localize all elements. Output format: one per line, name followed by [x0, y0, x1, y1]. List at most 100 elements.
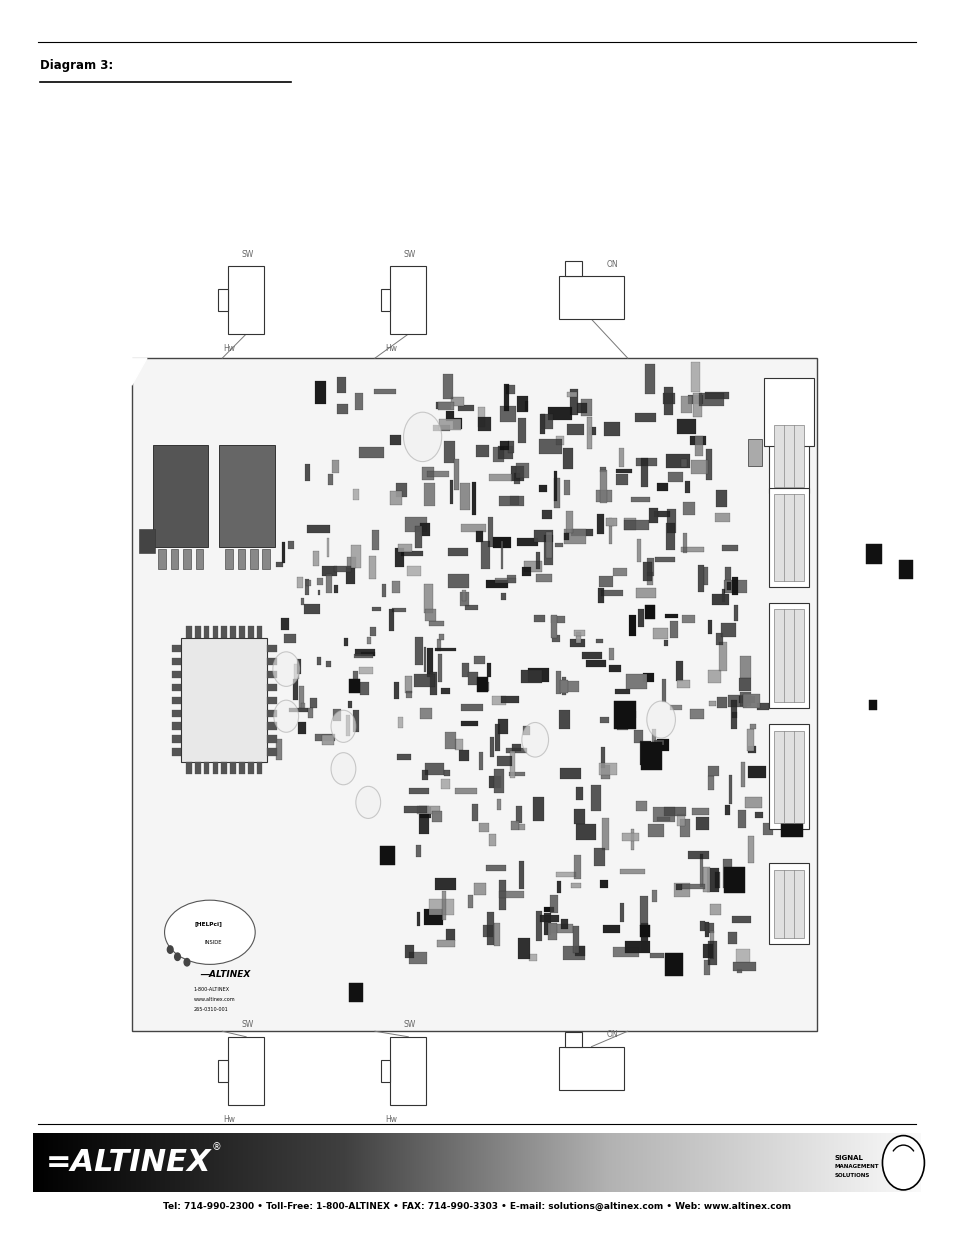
Bar — [314, 382, 326, 404]
Bar — [390, 267, 426, 335]
Bar — [403, 806, 426, 813]
Bar — [623, 520, 648, 530]
Bar — [665, 524, 675, 550]
Bar — [297, 721, 306, 734]
Bar — [361, 652, 375, 656]
Circle shape — [331, 752, 355, 784]
Bar — [367, 637, 371, 643]
Bar — [388, 609, 394, 631]
Text: Hw: Hw — [385, 343, 397, 353]
Bar — [497, 719, 508, 734]
Bar — [636, 588, 656, 598]
Bar — [355, 648, 375, 656]
Bar — [509, 772, 524, 776]
Bar — [518, 861, 523, 889]
Bar — [663, 808, 685, 816]
Bar — [353, 671, 357, 689]
Bar — [395, 483, 406, 496]
Text: ―ALTINEX: ―ALTINEX — [200, 969, 251, 978]
Bar — [521, 567, 530, 576]
Bar — [397, 545, 412, 552]
Bar — [415, 637, 422, 664]
Bar — [381, 584, 386, 598]
Bar — [562, 946, 584, 960]
Bar — [635, 412, 656, 422]
Bar — [500, 593, 505, 600]
Bar — [547, 408, 572, 420]
Bar — [256, 762, 262, 774]
Bar — [488, 517, 493, 547]
Bar — [624, 941, 649, 953]
Bar — [267, 658, 276, 664]
Text: ®: ® — [212, 1141, 221, 1152]
Text: Tel: 714-990-2300 • Toll-Free: 1-800-ALTINEX • FAX: 714-990-3303 • E-mail: solut: Tel: 714-990-2300 • Toll-Free: 1-800-ALT… — [163, 1202, 790, 1212]
Bar — [731, 577, 738, 594]
Bar — [328, 474, 333, 485]
Bar — [426, 472, 448, 477]
Bar — [353, 489, 359, 500]
Bar — [679, 396, 691, 412]
Bar — [284, 634, 296, 643]
Text: SOLUTIONS: SOLUTIONS — [834, 1172, 869, 1178]
Bar — [638, 609, 644, 627]
Bar — [768, 724, 808, 830]
Bar — [552, 635, 559, 642]
Circle shape — [355, 787, 380, 819]
Text: MANAGEMENT: MANAGEMENT — [834, 1163, 879, 1170]
Bar — [644, 364, 655, 394]
Bar — [586, 417, 591, 450]
Circle shape — [882, 1136, 923, 1191]
Bar — [336, 377, 345, 393]
Bar — [195, 550, 203, 569]
Bar — [617, 709, 627, 730]
Text: Hw: Hw — [223, 1114, 235, 1124]
Bar — [447, 574, 468, 588]
Bar — [374, 389, 395, 394]
Bar — [768, 603, 808, 708]
Bar — [497, 756, 512, 766]
Text: SW: SW — [403, 1020, 416, 1030]
Bar — [428, 899, 454, 915]
Bar — [262, 550, 270, 569]
Bar — [667, 509, 676, 532]
Bar — [415, 526, 421, 548]
Bar — [720, 622, 735, 637]
Bar — [457, 405, 474, 411]
Bar — [427, 647, 433, 678]
Bar — [237, 550, 245, 569]
Bar — [450, 480, 453, 504]
Bar — [723, 867, 744, 893]
Bar — [397, 716, 403, 727]
Bar — [445, 929, 455, 941]
Bar — [316, 657, 320, 666]
Bar — [298, 687, 304, 708]
Bar — [429, 621, 443, 626]
Ellipse shape — [165, 900, 255, 965]
Bar — [334, 584, 337, 593]
Bar — [514, 473, 519, 484]
Bar — [355, 393, 362, 410]
Text: www.altinex.com: www.altinex.com — [193, 997, 235, 1002]
Bar — [353, 710, 358, 732]
Bar — [538, 485, 547, 492]
Bar — [482, 682, 489, 692]
Bar — [325, 662, 331, 667]
Bar — [450, 396, 463, 405]
Bar — [652, 808, 674, 821]
Bar — [730, 700, 737, 729]
Bar — [522, 726, 529, 735]
Bar — [549, 895, 558, 913]
Bar — [544, 913, 550, 935]
Bar — [694, 436, 702, 456]
Bar — [776, 519, 792, 540]
Bar — [604, 422, 619, 436]
Bar — [695, 818, 708, 830]
Bar — [158, 550, 166, 569]
Bar — [306, 525, 330, 534]
Bar — [424, 763, 443, 774]
Bar — [343, 638, 347, 646]
Bar — [732, 916, 750, 924]
Bar — [644, 605, 655, 619]
Bar — [642, 562, 652, 582]
Bar — [172, 735, 181, 742]
